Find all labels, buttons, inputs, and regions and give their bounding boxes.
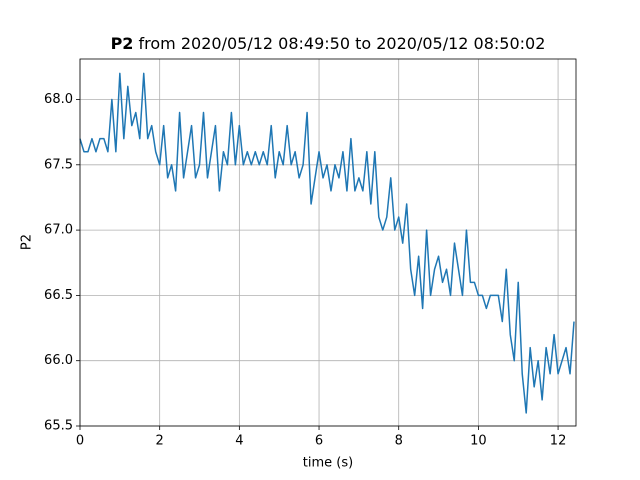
x-tick-label: 6	[315, 434, 323, 449]
x-tick-label: 2	[156, 434, 164, 449]
plot-frame	[79, 58, 577, 427]
x-axis-label: time (s)	[303, 456, 353, 471]
chart-title: P2 from 2020/05/12 08:49:50 to 2020/05/1…	[111, 34, 546, 53]
y-tick-label: 68.0	[44, 92, 73, 107]
title-rest: from 2020/05/12 08:49:50 to 2020/05/12 0…	[139, 34, 546, 53]
x-tick-label: 8	[395, 434, 403, 449]
data-line	[79, 72, 575, 414]
x-tick-label: 12	[550, 434, 567, 449]
x-tick-label: 10	[470, 434, 487, 449]
y-tick-label: 66.5	[44, 288, 73, 303]
y-tick-label: 66.0	[44, 353, 73, 368]
y-tick-label: 67.0	[44, 223, 73, 238]
x-tick-label: 0	[76, 434, 84, 449]
y-axis-label: P2	[20, 234, 35, 250]
x-tick-label: 4	[235, 434, 243, 449]
y-tick-label: 65.5	[44, 419, 73, 434]
y-tick-label: 67.5	[44, 157, 73, 172]
title-bold: P2	[111, 34, 134, 53]
